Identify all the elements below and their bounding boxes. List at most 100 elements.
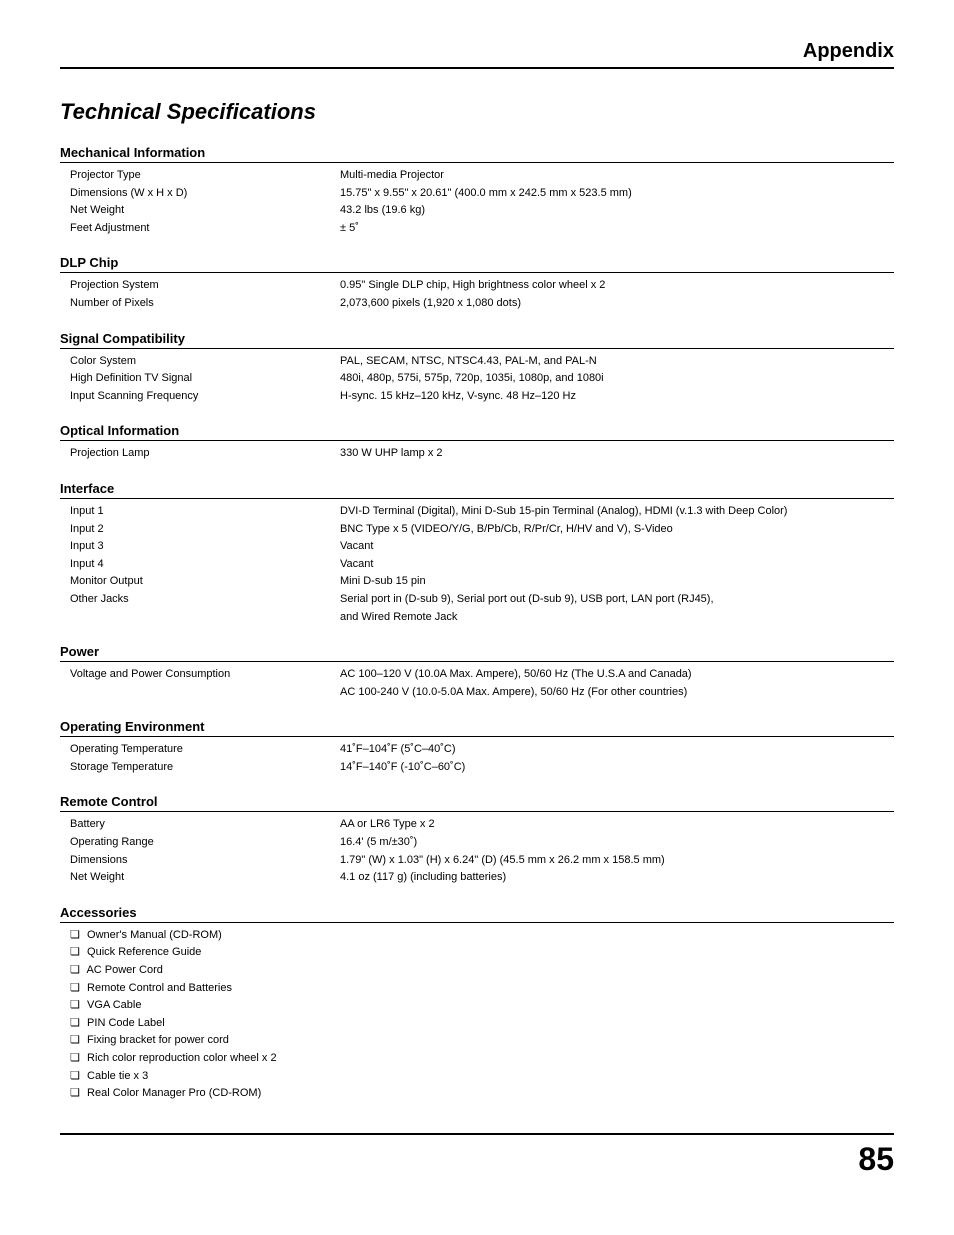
checkbox-icon: ❏ xyxy=(70,997,84,1015)
spec-label xyxy=(70,684,340,702)
accessory-label: Remote Control and Batteries xyxy=(84,982,232,994)
spec-row: Number of Pixels2,073,600 pixels (1,920 … xyxy=(60,295,894,313)
spec-label: Dimensions (W x H x D) xyxy=(70,185,340,203)
spec-label: Input 1 xyxy=(70,503,340,521)
checkbox-icon: ❏ xyxy=(70,980,84,998)
spec-label: Other Jacks xyxy=(70,591,340,609)
spec-row: High Definition TV Signal480i, 480p, 575… xyxy=(60,370,894,388)
section-remote: Remote Control BatteryAA or LR6 Type x 2O… xyxy=(60,794,894,886)
accessory-item: ❏ AC Power Cord xyxy=(60,962,894,980)
accessory-item: ❏ Owner's Manual (CD-ROM) xyxy=(60,927,894,945)
spec-value: Vacant xyxy=(340,538,894,556)
spec-row: Monitor OutputMini D-sub 15 pin xyxy=(60,573,894,591)
spec-row: Operating Temperature41˚F–104˚F (5˚C–40˚… xyxy=(60,741,894,759)
spec-value: 480i, 480p, 575i, 575p, 720p, 1035i, 108… xyxy=(340,370,894,388)
spec-value: H-sync. 15 kHz–120 kHz, V-sync. 48 Hz–12… xyxy=(340,388,894,406)
spec-row: Input 2BNC Type x 5 (VIDEO/Y/G, B/Pb/Cb,… xyxy=(60,521,894,539)
section-env: Operating EnvironmentOperating Temperatu… xyxy=(60,719,894,776)
accessory-item: ❏ PIN Code Label xyxy=(60,1015,894,1033)
section-title: Accessories xyxy=(60,905,894,923)
accessory-label: Rich color reproduction color wheel x 2 xyxy=(84,1052,277,1064)
section-power: Power Voltage and Power ConsumptionAC 100… xyxy=(60,644,894,701)
spec-label: Color System xyxy=(70,353,340,371)
spec-value: Mini D-sub 15 pin xyxy=(340,573,894,591)
spec-label: Projector Type xyxy=(70,167,340,185)
spec-label: Storage Temperature xyxy=(70,759,340,777)
spec-row: Input 4Vacant xyxy=(60,556,894,574)
spec-value: and Wired Remote Jack xyxy=(340,609,894,627)
spec-value: AA or LR6 Type x 2 xyxy=(340,816,894,834)
spec-value: 1.79" (W) x 1.03" (H) x 6.24" (D) (45.5 … xyxy=(340,852,894,870)
accessory-label: Cable tie x 3 xyxy=(84,1070,148,1082)
spec-value: BNC Type x 5 (VIDEO/Y/G, B/Pb/Cb, R/Pr/C… xyxy=(340,521,894,539)
section-dlp: DLP Chip Projection System0.95" Single DL… xyxy=(60,255,894,312)
section-accessories: Accessories❏ Owner's Manual (CD-ROM)❏ Qu… xyxy=(60,905,894,1103)
spec-value: 0.95" Single DLP chip, High brightness c… xyxy=(340,277,894,295)
spec-value: 16.4' (5 m/±30˚) xyxy=(340,834,894,852)
spec-row: Projection System0.95" Single DLP chip, … xyxy=(60,277,894,295)
spec-row: Other JacksSerial port in (D-sub 9), Ser… xyxy=(60,591,894,609)
header-title: Appendix xyxy=(803,40,894,62)
spec-row: Projector TypeMulti-media Projector xyxy=(60,167,894,185)
footer: 85 xyxy=(60,1133,894,1178)
spec-value: ± 5˚ xyxy=(340,220,894,238)
spec-row: Input 3Vacant xyxy=(60,538,894,556)
spec-label: Net Weight xyxy=(70,869,340,887)
accessory-label: Real Color Manager Pro (CD-ROM) xyxy=(84,1087,261,1099)
spec-label: Operating Range xyxy=(70,834,340,852)
spec-row: Input Scanning FrequencyH-sync. 15 kHz–1… xyxy=(60,388,894,406)
section-optical: Optical Information Projection Lamp330 W … xyxy=(60,423,894,463)
spec-value: AC 100-240 V (10.0-5.0A Max. Ampere), 50… xyxy=(340,684,894,702)
checkbox-icon: ❏ xyxy=(70,944,84,962)
spec-row: Feet Adjustment± 5˚ xyxy=(60,220,894,238)
spec-row: Color SystemPAL, SECAM, NTSC, NTSC4.43, … xyxy=(60,353,894,371)
spec-value: PAL, SECAM, NTSC, NTSC4.43, PAL-M, and P… xyxy=(340,353,894,371)
spec-row: AC 100-240 V (10.0-5.0A Max. Ampere), 50… xyxy=(60,684,894,702)
spec-label: Dimensions xyxy=(70,852,340,870)
spec-label: Projection System xyxy=(70,277,340,295)
section-signal: Signal CompatibilityColor SystemPAL, SEC… xyxy=(60,331,894,406)
spec-label: Input 3 xyxy=(70,538,340,556)
spec-value: AC 100–120 V (10.0A Max. Ampere), 50/60 … xyxy=(340,666,894,684)
spec-row: Operating Range16.4' (5 m/±30˚) xyxy=(60,834,894,852)
spec-label: Number of Pixels xyxy=(70,295,340,313)
spec-label: Monitor Output xyxy=(70,573,340,591)
accessory-item: ❏ Remote Control and Batteries xyxy=(60,980,894,998)
spec-label xyxy=(70,609,340,627)
section-title: Remote Control xyxy=(60,794,894,812)
spec-row: Projection Lamp330 W UHP lamp x 2 xyxy=(60,445,894,463)
accessory-label: Quick Reference Guide xyxy=(84,946,201,958)
section-title: Power xyxy=(60,644,894,662)
spec-label: Battery xyxy=(70,816,340,834)
spec-label: Net Weight xyxy=(70,202,340,220)
spec-value: Serial port in (D-sub 9), Serial port ou… xyxy=(340,591,894,609)
spec-value: DVI-D Terminal (Digital), Mini D-Sub 15-… xyxy=(340,503,894,521)
checkbox-icon: ❏ xyxy=(70,1068,84,1086)
checkbox-icon: ❏ xyxy=(70,1032,84,1050)
spec-row: Dimensions1.79" (W) x 1.03" (H) x 6.24" … xyxy=(60,852,894,870)
spec-label: Input 2 xyxy=(70,521,340,539)
section-title: Interface xyxy=(60,481,894,499)
spec-value: 43.2 lbs (19.6 kg) xyxy=(340,202,894,220)
section-title: Optical Information xyxy=(60,423,894,441)
accessory-item: ❏ Cable tie x 3 xyxy=(60,1068,894,1086)
spec-row: BatteryAA or LR6 Type x 2 xyxy=(60,816,894,834)
spec-row: Input 1DVI-D Terminal (Digital), Mini D-… xyxy=(60,503,894,521)
spec-value: Vacant xyxy=(340,556,894,574)
spec-value: 41˚F–104˚F (5˚C–40˚C) xyxy=(340,741,894,759)
spec-value: Multi-media Projector xyxy=(340,167,894,185)
spec-label: High Definition TV Signal xyxy=(70,370,340,388)
section-interface: Interface Input 1DVI-D Terminal (Digital)… xyxy=(60,481,894,626)
spec-row: and Wired Remote Jack xyxy=(60,609,894,627)
page-number: 85 xyxy=(858,1141,894,1177)
section-title: DLP Chip xyxy=(60,255,894,273)
checkbox-icon: ❏ xyxy=(70,1015,84,1033)
accessory-label: Owner's Manual (CD-ROM) xyxy=(84,929,222,941)
spec-label: Input 4 xyxy=(70,556,340,574)
accessory-item: ❏ Quick Reference Guide xyxy=(60,944,894,962)
spec-value: 2,073,600 pixels (1,920 x 1,080 dots) xyxy=(340,295,894,313)
spec-row: Voltage and Power ConsumptionAC 100–120 … xyxy=(60,666,894,684)
spec-label: Projection Lamp xyxy=(70,445,340,463)
section-title: Mechanical Information xyxy=(60,145,894,163)
checkbox-icon: ❏ xyxy=(70,1050,84,1068)
